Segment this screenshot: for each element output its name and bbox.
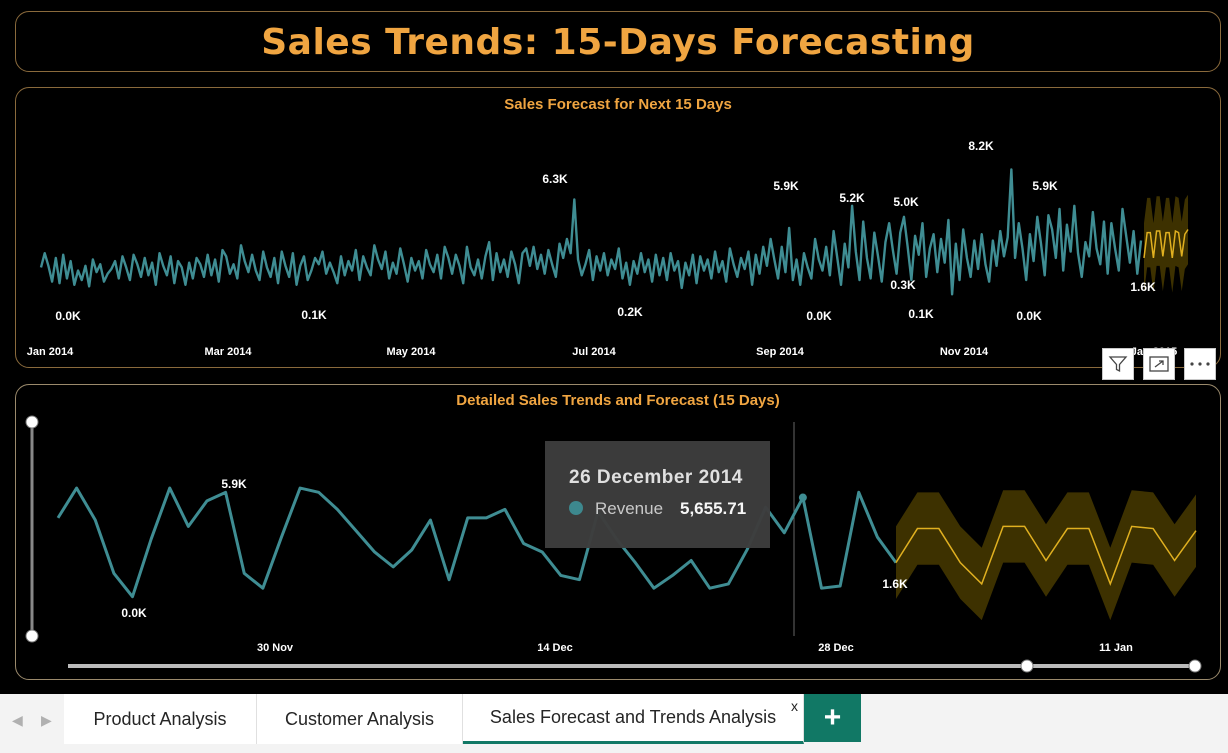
filter-icon [1108, 356, 1128, 373]
data-label: 5.9K [1032, 179, 1058, 193]
tab-sales-forecast-trends[interactable]: Sales Forecast and Trends Analysis x [463, 694, 804, 744]
detailed-trends-visual[interactable]: Detailed Sales Trends and Forecast (15 D… [15, 384, 1221, 680]
x-tick-label: 28 Dec [818, 642, 853, 654]
x-zoom-slider-handle-left[interactable] [1020, 659, 1034, 673]
x-tick-label: 30 Nov [257, 642, 294, 654]
data-label: 0.0K [121, 606, 147, 620]
y-zoom-slider-handle-top[interactable] [25, 415, 39, 429]
data-label: 5.0K [893, 195, 919, 209]
chart-title-forecast: Sales Forecast for Next 15 Days [504, 96, 732, 113]
series-line-forecast [895, 525, 1197, 587]
filter-button[interactable] [1102, 348, 1134, 380]
x-tick-label: Nov 2014 [940, 346, 989, 358]
detailed-line-chart[interactable]: 30 Nov 14 Dec 28 Dec 11 Jan 5.9K 0.0K 1.6K [16, 385, 1220, 679]
chart-title-detailed: Detailed Sales Trends and Forecast (15 D… [456, 392, 780, 409]
data-label: 0.0K [55, 309, 81, 323]
close-tab-icon[interactable]: x [791, 698, 798, 714]
forecast-line-chart[interactable]: Jan 2014 Mar 2014 May 2014 Jul 2014 Sep 2014… [16, 88, 1220, 367]
tab-label: Product Analysis [93, 708, 227, 729]
data-label: 1.6K [882, 577, 908, 591]
more-options-icon [1190, 362, 1210, 366]
series-line-revenue [56, 486, 898, 599]
data-label: 0.1K [908, 307, 934, 321]
data-label: 6.3K [542, 172, 568, 186]
sales-forecast-visual[interactable]: Sales Forecast for Next 15 Days Jan 2014… [15, 87, 1221, 368]
data-label: 5.9K [221, 477, 247, 491]
data-label: 0.1K [301, 308, 327, 322]
add-page-button[interactable]: + [804, 694, 861, 742]
data-label: 0.3K [890, 278, 916, 292]
previous-page-icon[interactable]: ◀ [12, 712, 23, 728]
tooltip-value: 5,655.71 [680, 499, 747, 518]
data-label: 8.2K [968, 139, 994, 153]
hover-point-marker [798, 493, 807, 502]
tab-label: Sales Forecast and Trends Analysis [489, 707, 777, 727]
more-options-button[interactable] [1184, 348, 1216, 380]
data-label: 0.0K [1016, 309, 1042, 323]
tooltip-date: 26 December 2014 [569, 467, 743, 488]
focus-mode-icon [1149, 356, 1169, 372]
x-zoom-slider-handle-right[interactable] [1188, 659, 1202, 673]
tab-product-analysis[interactable]: Product Analysis [64, 694, 257, 744]
forecast-confidence-band [1144, 194, 1188, 293]
y-zoom-slider-handle-bottom[interactable] [25, 629, 39, 643]
tab-customer-analysis[interactable]: Customer Analysis [257, 694, 463, 744]
data-label: 0.0K [806, 309, 832, 323]
x-tick-label: May 2014 [387, 346, 437, 358]
series-line-revenue [39, 168, 1143, 296]
forecast-confidence-band [896, 490, 1196, 621]
x-tick-label: Mar 2014 [204, 346, 252, 358]
chart-tooltip: 26 December 2014 Revenue 5,655.71 [545, 441, 770, 548]
data-label: 0.2K [617, 305, 643, 319]
tooltip-label: Revenue [595, 499, 664, 518]
page-tab-bar: ◀ ▶ Product Analysis Customer Analysis S… [0, 694, 1228, 753]
title-card: Sales Trends: 15-Days Forecasting [15, 11, 1221, 72]
tooltip-series-marker [569, 501, 583, 515]
report-canvas: Sales Trends: 15-Days Forecasting Sales … [15, 11, 1221, 680]
series-line-forecast [1143, 229, 1189, 259]
page-title: Sales Trends: 15-Days Forecasting [261, 22, 975, 63]
data-label: 1.6K [1130, 280, 1156, 294]
x-tick-label: Jul 2014 [572, 346, 616, 358]
next-page-icon[interactable]: ▶ [41, 712, 52, 728]
data-label: 5.2K [839, 191, 865, 205]
data-label: 5.9K [773, 179, 799, 193]
focus-mode-button[interactable] [1143, 348, 1175, 380]
x-tick-label: Sep 2014 [756, 346, 805, 358]
x-tick-label: 11 Jan [1099, 642, 1133, 654]
x-tick-label: 14 Dec [537, 642, 572, 654]
x-tick-label: Jan 2014 [27, 346, 74, 358]
tab-label: Customer Analysis [284, 708, 435, 729]
